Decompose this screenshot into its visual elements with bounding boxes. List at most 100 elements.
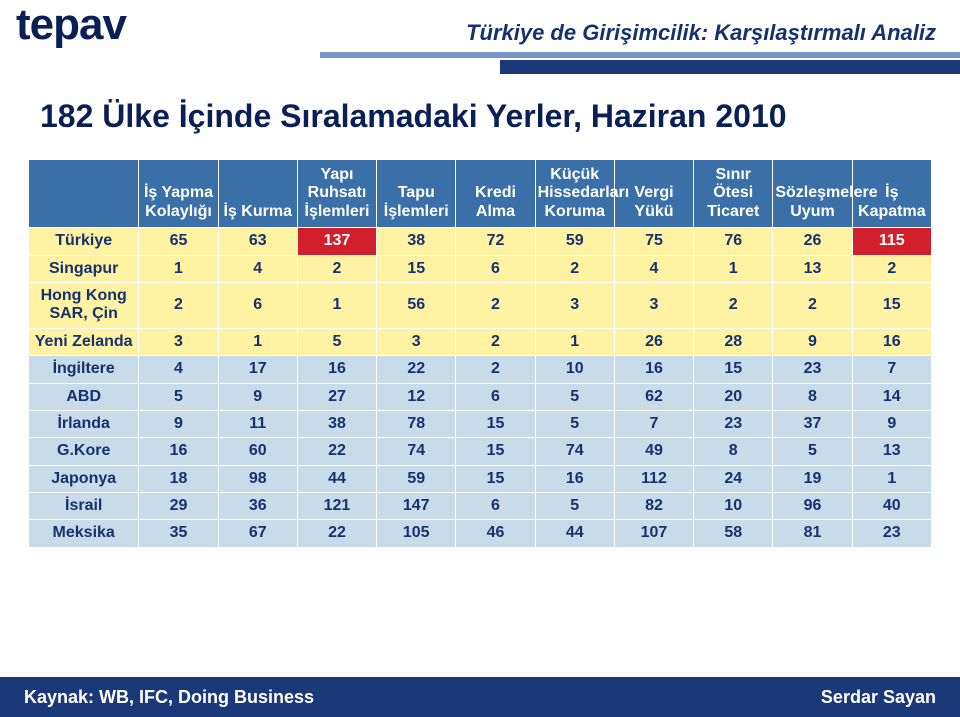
table-cell: 16 <box>852 328 931 355</box>
table-cell: 11 <box>218 410 297 437</box>
table-cell: 96 <box>773 493 852 520</box>
table-cell: 82 <box>614 493 693 520</box>
row-label: Japonya <box>29 465 139 492</box>
table-cell: 3 <box>535 282 614 328</box>
table-cell: 105 <box>377 520 456 547</box>
row-label: Singapur <box>29 255 139 282</box>
table-cell: 15 <box>456 438 535 465</box>
table-cell: 8 <box>694 438 773 465</box>
stripe-light <box>320 52 960 58</box>
table-header-cell: Küçük Hissedarları Koruma <box>535 160 614 228</box>
table-cell: 3 <box>139 328 218 355</box>
header-stripes <box>320 52 960 74</box>
table-cell: 1 <box>535 328 614 355</box>
table-row: G.Kore166022741574498513 <box>29 438 932 465</box>
table-cell: 5 <box>535 410 614 437</box>
table-cell: 22 <box>377 356 456 383</box>
table-cell: 17 <box>218 356 297 383</box>
stripe-dark <box>500 60 960 74</box>
logo: tepav <box>16 0 126 50</box>
table-cell: 5 <box>535 493 614 520</box>
table-row: İsrail29361211476582109640 <box>29 493 932 520</box>
table-cell: 9 <box>139 410 218 437</box>
table-cell: 22 <box>297 438 376 465</box>
table-cell: 23 <box>773 356 852 383</box>
table-cell: 59 <box>535 228 614 255</box>
table-cell: 15 <box>694 356 773 383</box>
table-cell: 13 <box>852 438 931 465</box>
table-cell: 6 <box>218 282 297 328</box>
table-cell: 16 <box>614 356 693 383</box>
table-cell: 4 <box>218 255 297 282</box>
table-header-cell: Sözleşmelere Uyum <box>773 160 852 228</box>
table-cell: 115 <box>852 228 931 255</box>
table-row: Yeni Zelanda3153212628916 <box>29 328 932 355</box>
table-row: İrlanda9113878155723379 <box>29 410 932 437</box>
table-cell: 2 <box>297 255 376 282</box>
table-cell: 98 <box>218 465 297 492</box>
slide: tepav Türkiye de Girişimcilik: Karşılaşt… <box>0 0 960 717</box>
table-cell: 8 <box>773 383 852 410</box>
table-cell: 37 <box>773 410 852 437</box>
table-cell: 27 <box>297 383 376 410</box>
table-cell: 24 <box>694 465 773 492</box>
table-cell: 1 <box>218 328 297 355</box>
table-cell: 59 <box>377 465 456 492</box>
table-header-cell: Tapu İşlemleri <box>377 160 456 228</box>
table-cell: 107 <box>614 520 693 547</box>
table-head: İş Yapma Kolaylığıİş KurmaYapı Ruhsatı İ… <box>29 160 932 228</box>
table-cell: 23 <box>694 410 773 437</box>
table-cell: 36 <box>218 493 297 520</box>
table-cell: 2 <box>456 356 535 383</box>
footer-bar: Kaynak: WB, IFC, Doing Business Serdar S… <box>0 677 960 717</box>
table-cell: 2 <box>773 282 852 328</box>
table-cell: 75 <box>614 228 693 255</box>
table-cell: 5 <box>139 383 218 410</box>
table-cell: 16 <box>139 438 218 465</box>
header: tepav Türkiye de Girişimcilik: Karşılaşt… <box>0 0 960 68</box>
table-cell: 121 <box>297 493 376 520</box>
table-cell: 5 <box>297 328 376 355</box>
table-cell: 13 <box>773 255 852 282</box>
table-cell: 78 <box>377 410 456 437</box>
author-label: Serdar Sayan <box>821 687 936 708</box>
table-header-cell: Sınır Ötesi Ticaret <box>694 160 773 228</box>
source-label: Kaynak: WB, IFC, Doing Business <box>24 687 314 708</box>
table-cell: 58 <box>694 520 773 547</box>
table-cell: 9 <box>773 328 852 355</box>
table-cell: 22 <box>297 520 376 547</box>
table-cell: 7 <box>614 410 693 437</box>
table-cell: 63 <box>218 228 297 255</box>
table-header-blank <box>29 160 139 228</box>
row-label: G.Kore <box>29 438 139 465</box>
table-cell: 72 <box>456 228 535 255</box>
top-title-wrap: Türkiye de Girişimcilik: Karşılaştırmalı… <box>320 20 960 74</box>
table-cell: 40 <box>852 493 931 520</box>
row-label: İsrail <box>29 493 139 520</box>
table-cell: 6 <box>456 493 535 520</box>
table-cell: 16 <box>297 356 376 383</box>
table-cell: 74 <box>377 438 456 465</box>
table-header-cell: Kredi Alma <box>456 160 535 228</box>
table-cell: 6 <box>456 255 535 282</box>
table-cell: 3 <box>377 328 456 355</box>
table-cell: 28 <box>694 328 773 355</box>
table-cell: 147 <box>377 493 456 520</box>
row-label: Meksika <box>29 520 139 547</box>
table-cell: 38 <box>377 228 456 255</box>
row-label: ABD <box>29 383 139 410</box>
table-cell: 3 <box>614 282 693 328</box>
top-title: Türkiye de Girişimcilik: Karşılaştırmalı… <box>320 20 960 46</box>
table-cell: 1 <box>139 255 218 282</box>
table-cell: 20 <box>694 383 773 410</box>
table-cell: 4 <box>139 356 218 383</box>
table-cell: 46 <box>456 520 535 547</box>
table-header-cell: Yapı Ruhsatı İşlemleri <box>297 160 376 228</box>
table-header-cell: İş Kurma <box>218 160 297 228</box>
table-cell: 14 <box>852 383 931 410</box>
table-cell: 15 <box>852 282 931 328</box>
table-cell: 15 <box>456 465 535 492</box>
table-cell: 81 <box>773 520 852 547</box>
table-cell: 2 <box>456 282 535 328</box>
table-cell: 38 <box>297 410 376 437</box>
